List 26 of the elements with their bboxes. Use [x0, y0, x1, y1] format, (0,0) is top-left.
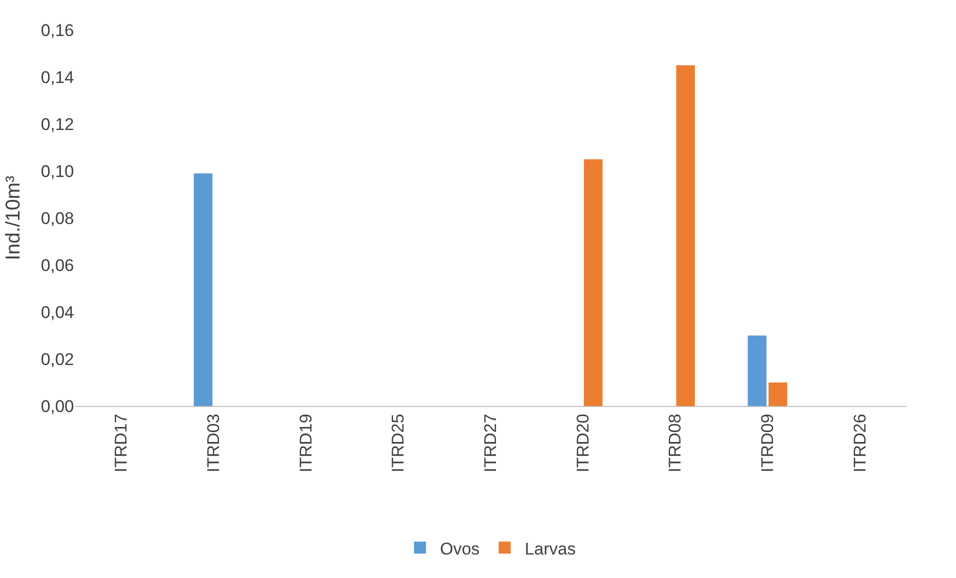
x-tick-label: ITRD25: [388, 414, 408, 472]
y-tick-label: 0,00: [40, 396, 74, 416]
legend-label: Larvas: [524, 539, 576, 558]
legend-label: Ovos: [440, 539, 480, 558]
y-tick-label: 0,12: [40, 114, 74, 134]
bar: [676, 65, 695, 406]
y-tick-label: 0,06: [40, 256, 74, 275]
x-tick-label: ITRD27: [481, 414, 500, 472]
x-tick-label: ITRD20: [573, 414, 592, 472]
y-tick-label: 0,02: [40, 350, 74, 369]
x-tick-label: ITRD19: [296, 414, 316, 472]
y-tick-label: 0,04: [40, 302, 74, 322]
x-tick-label: ITRD17: [112, 414, 131, 472]
y-tick-label: 0,14: [40, 68, 74, 87]
bar: [768, 382, 788, 406]
x-tick-label: ITRD09: [758, 414, 778, 472]
bar: [194, 173, 212, 406]
x-tick-label: ITRD08: [666, 414, 685, 472]
y-tick-label: 0,10: [40, 162, 74, 181]
bar: [584, 159, 603, 406]
x-tick-label: ITRD26: [850, 414, 870, 472]
y-tick-label: 0,08: [40, 208, 74, 228]
bar: [748, 336, 766, 406]
y-axis-title: Ind./10m³: [2, 175, 24, 260]
y-tick-label: 0,16: [40, 20, 74, 40]
x-tick-label: ITRD03: [204, 414, 224, 472]
